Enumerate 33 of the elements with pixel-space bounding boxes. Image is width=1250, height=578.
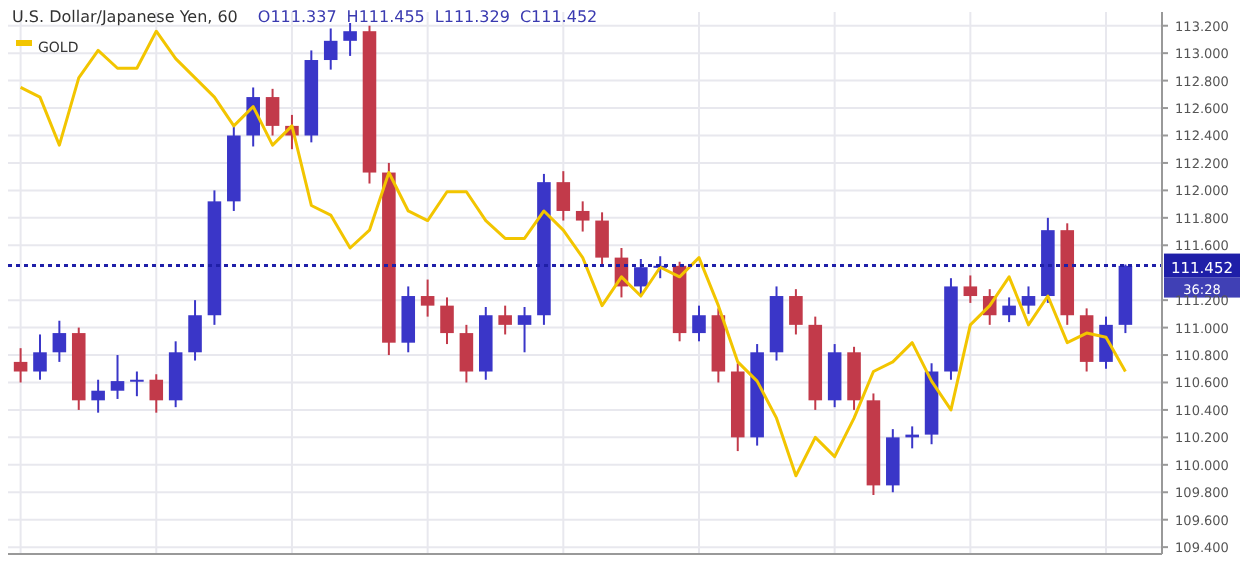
annotation: C111.452 bbox=[519, 8, 598, 26]
candlestick bbox=[420, 278, 435, 318]
chart-title: U.S. Dollar/Japanese Yen, 60 bbox=[12, 8, 238, 26]
candlestick bbox=[265, 87, 280, 137]
candlestick bbox=[52, 319, 67, 363]
candlestick bbox=[963, 274, 978, 304]
candlestick bbox=[634, 257, 648, 296]
candlestick bbox=[130, 370, 144, 398]
candlestick bbox=[498, 304, 512, 336]
candlestick bbox=[323, 27, 338, 71]
candlestick bbox=[459, 323, 474, 384]
candlestick bbox=[575, 200, 590, 233]
candlestick bbox=[33, 333, 47, 381]
candlestick bbox=[1021, 285, 1036, 315]
candlestick bbox=[13, 347, 28, 384]
annotation: L111.329 bbox=[434, 8, 510, 26]
candlestick bbox=[401, 285, 416, 354]
candlestick bbox=[110, 354, 125, 400]
candlestick bbox=[692, 304, 706, 343]
candlestick bbox=[440, 296, 454, 346]
candlestick bbox=[343, 21, 357, 57]
candlestick bbox=[517, 306, 532, 354]
candlestick bbox=[149, 373, 164, 414]
candlestick bbox=[789, 288, 803, 336]
candlestick bbox=[1079, 307, 1094, 373]
candlestick bbox=[556, 170, 571, 222]
annotation: H111.455 bbox=[346, 8, 425, 26]
annotation: O111.337 bbox=[257, 8, 337, 26]
line-series bbox=[19, 29, 1127, 478]
candlestick bbox=[1002, 296, 1016, 324]
candlestick bbox=[91, 378, 105, 414]
candlestick bbox=[595, 211, 609, 267]
candlestick bbox=[188, 299, 202, 362]
